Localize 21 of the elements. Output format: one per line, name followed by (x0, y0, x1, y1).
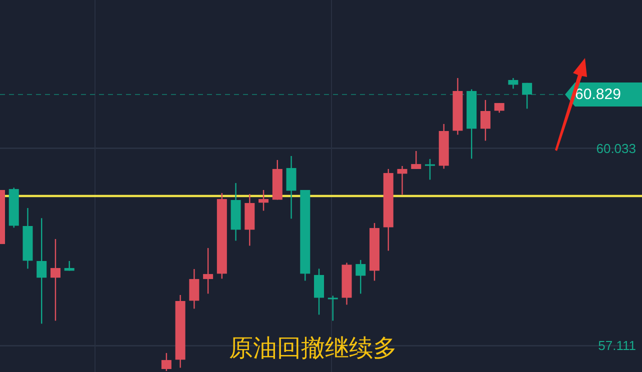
candlestick (258, 189, 269, 212)
y-tick-label: 60.033 (596, 140, 636, 156)
candlestick (508, 77, 518, 90)
candlestick (480, 99, 490, 142)
annotation: 原油回撤继续多 (229, 334, 397, 362)
candlestick (50, 238, 60, 322)
candlestick (161, 352, 172, 372)
candlestick (522, 82, 532, 110)
candlestick (203, 247, 214, 294)
candlestick (424, 158, 435, 180)
candlestick (411, 150, 422, 170)
candlestick (328, 295, 338, 322)
candlestick (36, 218, 47, 324)
candlestick (286, 155, 296, 220)
candlestick (397, 165, 408, 196)
ref-line-label: 60.829 (575, 86, 621, 104)
candlestick (494, 102, 504, 114)
y-tick-label: 57.111 (598, 338, 636, 354)
candlestick (314, 268, 324, 316)
candlestick (189, 268, 200, 310)
candlestick (356, 259, 366, 294)
